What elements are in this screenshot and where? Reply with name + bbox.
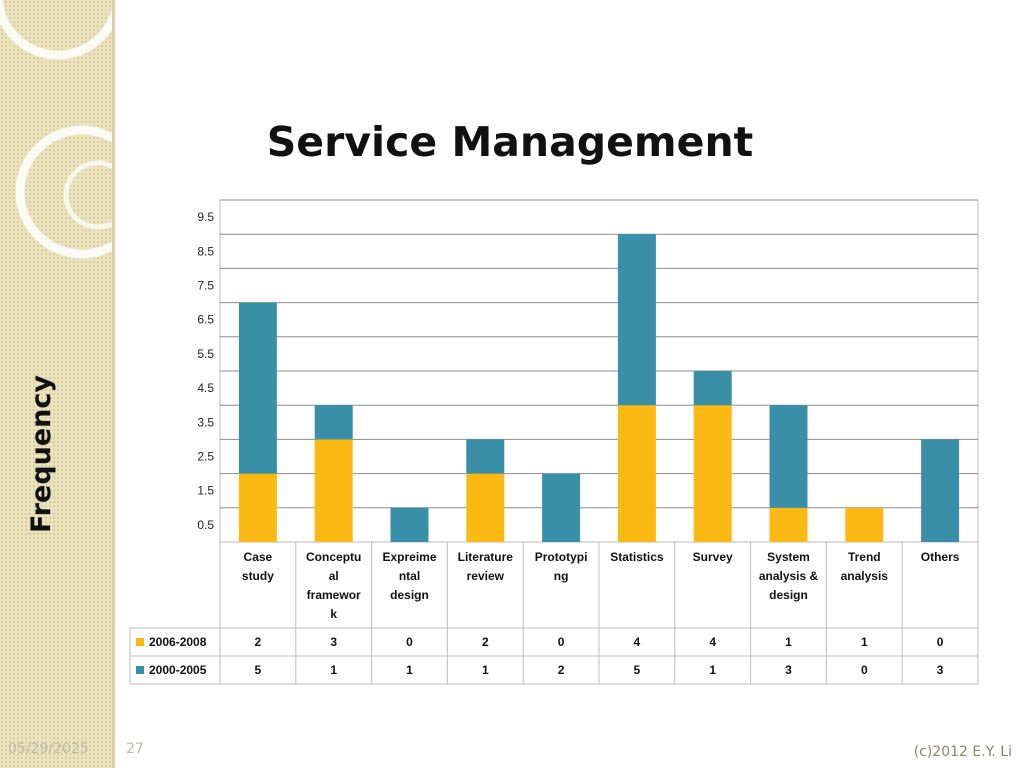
table-value: 1 — [861, 635, 868, 649]
legend-label: 2006-2008 — [149, 635, 207, 649]
y-tick-label: 2.5 — [197, 450, 214, 464]
category-label: Trend — [848, 550, 881, 564]
bar-2006-2008 — [693, 405, 732, 542]
table-value: 1 — [330, 663, 337, 677]
category-label: study — [242, 569, 274, 583]
category-label: design — [769, 588, 808, 602]
table-value: 1 — [406, 663, 413, 677]
category-label: ntal — [399, 569, 420, 583]
category-label: analysis & — [759, 569, 819, 583]
table-value: 2 — [255, 635, 262, 649]
bar-2000-2005 — [617, 234, 656, 406]
bar-2006-2008 — [466, 473, 505, 542]
table-value: 1 — [785, 635, 792, 649]
y-tick-label: 5.5 — [197, 347, 214, 361]
category-label: ng — [554, 569, 569, 583]
y-tick-label: 1.5 — [197, 484, 214, 498]
category-label: Literature — [458, 550, 514, 564]
table-value: 0 — [861, 663, 868, 677]
table-value: 4 — [634, 635, 641, 649]
category-label: Prototypi — [535, 550, 588, 564]
sidebar-edge — [112, 0, 115, 768]
bar-2000-2005 — [390, 507, 429, 542]
table-value: 0 — [937, 635, 944, 649]
bar-2000-2005 — [314, 405, 353, 440]
y-tick-label: 9.5 — [197, 210, 214, 224]
table-value: 5 — [634, 663, 641, 677]
bar-2000-2005 — [921, 439, 960, 542]
category-label: review — [467, 569, 505, 583]
legend-key — [136, 638, 144, 646]
y-tick-label: 6.5 — [197, 313, 214, 327]
category-label: Conceptu — [306, 550, 361, 564]
y-tick-label: 3.5 — [197, 415, 214, 429]
bar-2006-2008 — [769, 507, 808, 542]
category-label: design — [390, 588, 429, 602]
category-label: Expreime — [382, 550, 436, 564]
table-value: 1 — [482, 663, 489, 677]
bar-2006-2008 — [238, 473, 277, 542]
y-tick-label: 0.5 — [197, 518, 214, 532]
table-value: 3 — [330, 635, 337, 649]
table-value: 2 — [482, 635, 489, 649]
table-value: 4 — [709, 635, 716, 649]
slide-date: 05/29/2025 — [8, 741, 89, 757]
category-label: System — [767, 550, 810, 564]
table-value: 0 — [558, 635, 565, 649]
category-label: Others — [921, 550, 960, 564]
slide-page-number: 27 — [126, 741, 144, 757]
table-value: 3 — [937, 663, 944, 677]
legend-key — [136, 666, 144, 674]
bar-2006-2008 — [617, 405, 656, 542]
bar-2000-2005 — [542, 473, 581, 542]
category-label: k — [330, 607, 337, 621]
bar-2000-2005 — [693, 371, 732, 406]
y-tick-label: 8.5 — [197, 244, 214, 258]
bar-2000-2005 — [238, 302, 277, 474]
y-tick-label: 4.5 — [197, 381, 214, 395]
bar-2006-2008 — [314, 439, 353, 542]
category-label: Case — [244, 550, 273, 564]
table-value: 0 — [406, 635, 413, 649]
table-value: 1 — [709, 663, 716, 677]
table-value: 2 — [558, 663, 565, 677]
category-label: Survey — [693, 550, 733, 564]
category-label: framewor — [307, 588, 361, 602]
category-label: Statistics — [610, 550, 664, 564]
bar-2000-2005 — [769, 405, 808, 508]
bar-2006-2008 — [845, 507, 884, 542]
sidebar-decoration — [0, 0, 112, 768]
table-value: 3 — [785, 663, 792, 677]
chart-title: Service Management — [266, 118, 754, 166]
legend-label: 2000-2005 — [149, 663, 207, 677]
category-label: al — [329, 569, 339, 583]
bar-2000-2005 — [466, 439, 505, 474]
slide-copyright: (c)2012 E.Y. Li — [913, 744, 1012, 760]
decorative-rings — [0, 0, 112, 259]
table-value: 5 — [255, 663, 262, 677]
category-label: analysis — [841, 569, 889, 583]
y-tick-label: 7.5 — [197, 279, 214, 293]
